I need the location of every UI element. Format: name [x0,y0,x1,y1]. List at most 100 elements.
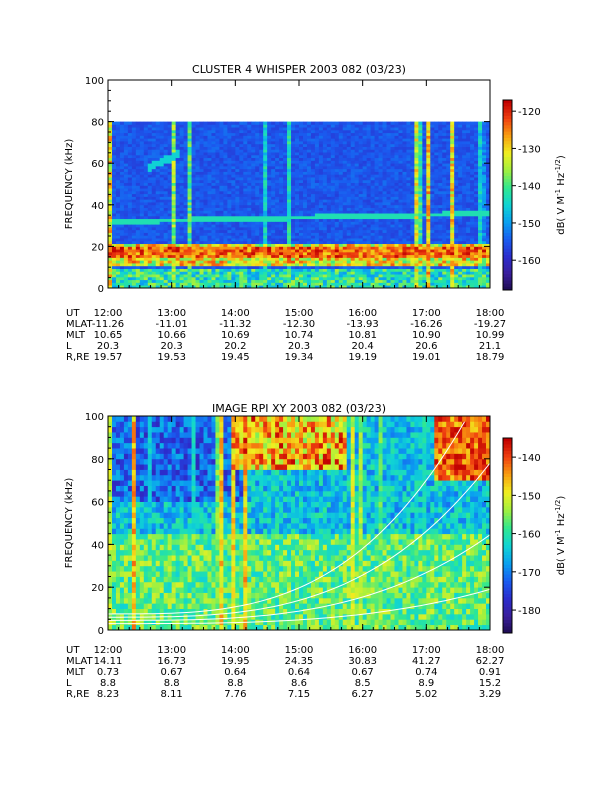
spectrogram-cell [374,260,379,264]
spectrogram-cell [362,179,368,184]
spectrogram-cell [108,177,113,181]
spectrogram-cell [251,215,256,220]
spectrogram-cell [370,177,376,181]
spectrogram-cell [346,165,352,170]
spectrogram-cell [398,246,403,250]
spectrogram-cell [143,168,149,172]
spectrogram-cell [334,129,340,134]
spectrogram-cell [215,135,220,139]
spectrogram-cell [390,204,395,208]
spectrogram-cell [314,143,320,147]
spectrogram-cell [219,160,224,164]
spectrogram-cell [203,285,208,289]
spectrogram-cell [386,240,391,245]
spectrogram-cell [295,246,300,250]
spectrogram-cell [203,257,208,261]
spectrogram-cell [334,265,340,269]
spectrogram-cell [374,129,379,134]
spectrogram-cell [235,243,240,247]
spectrogram-cell [187,218,192,222]
spectrogram-cell [390,141,395,145]
spectrogram-cell [259,265,264,269]
spectrogram-cell [179,152,185,156]
spectrogram-cell [326,249,332,253]
spectrogram-cell [223,285,228,289]
spectrogram-cell [410,268,415,272]
spectrogram-cell [227,127,232,131]
spectrogram-cell [251,168,256,172]
spectrogram-cell [167,193,173,197]
spectrogram-cell [147,240,153,245]
spectrogram-cell [171,279,177,283]
spectrogram-cell [199,141,204,145]
spectrogram-cell [135,135,141,139]
spectrogram-cell [430,279,435,283]
spectrogram-cell [299,149,304,153]
spectrogram-cell [434,129,439,134]
spectrogram-cell [271,221,276,225]
spectrogram-cell [350,157,356,161]
spectrogram-cell [322,218,328,222]
spectrogram-cell [191,129,196,134]
spectrogram-cell [215,224,220,228]
spectrogram-cell [131,143,137,147]
spectrogram-cell [115,135,121,139]
spectrogram-cell [334,182,340,186]
spectrogram-cell [342,279,348,283]
spectrogram-cell [179,127,185,131]
spectrogram-cell [326,285,332,289]
spectrogram-cell [406,274,411,278]
spectrogram-cell [314,163,320,167]
spectrogram-cell [422,240,427,245]
spectrogram-cell [239,274,244,278]
spectrogram-cell [378,193,383,197]
spectrogram-cell [263,282,268,286]
spectrogram-cell [426,185,431,189]
spectrogram-cell [338,263,344,267]
spectrogram-cell [358,193,364,197]
spectrogram-cell [366,141,372,145]
spectrogram-cell [251,143,256,147]
spectrogram-cell [310,218,316,222]
spectrogram-cell [151,263,157,267]
spectrogram-cell [127,182,133,186]
spectrogram-cell [251,132,256,136]
spectrogram-cell [115,226,121,231]
spectrogram-cell [426,174,431,178]
spectrogram-cell [127,127,133,131]
spectrogram-cell [382,135,387,139]
spectrogram-cell [322,240,328,245]
spectrogram-cell [259,210,264,214]
spectrogram-cell [386,218,391,222]
spectrogram-cell [247,171,252,175]
spectrogram-cell [426,251,431,256]
spectrogram-cell [394,160,399,164]
spectrogram-cell [418,229,423,233]
spectrogram-cell [155,177,161,181]
spectrogram-cell [414,174,419,178]
spectrogram-cell [418,282,423,286]
spectrogram-cell [314,257,320,261]
spectrogram-cell [203,213,208,217]
spectrogram-cell [195,254,200,258]
spectrogram-cell [239,146,244,150]
spectrogram-cell [306,210,312,214]
spectrogram-cell [299,143,304,147]
spectrogram-cell [422,238,427,242]
spectrogram-cell [414,154,419,159]
spectrogram-cell [191,121,196,125]
spectrogram-cell [263,238,268,242]
spectrogram-cell [318,257,324,261]
spectrogram-cell [207,196,212,200]
spectrogram-cell [111,232,117,236]
spectrogram-cell [326,240,332,245]
spectrogram-cell [283,215,288,220]
spectrogram-cell [223,174,228,178]
spectrogram-cell [374,274,379,278]
spectrogram-cell [350,268,356,272]
spectrogram-cell [402,279,407,283]
spectrogram-cell [374,165,379,170]
spectrogram-cell [430,146,435,150]
spectrogram-cell [322,193,328,197]
spectrogram-cell [346,254,352,258]
